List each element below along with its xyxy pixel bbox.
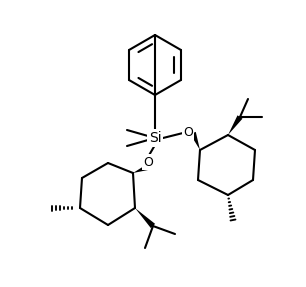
Text: O: O <box>143 156 153 168</box>
Polygon shape <box>228 115 242 135</box>
Polygon shape <box>135 208 155 228</box>
Text: Si: Si <box>149 131 161 145</box>
Text: O: O <box>183 127 193 139</box>
Polygon shape <box>133 164 149 173</box>
Polygon shape <box>190 132 200 150</box>
